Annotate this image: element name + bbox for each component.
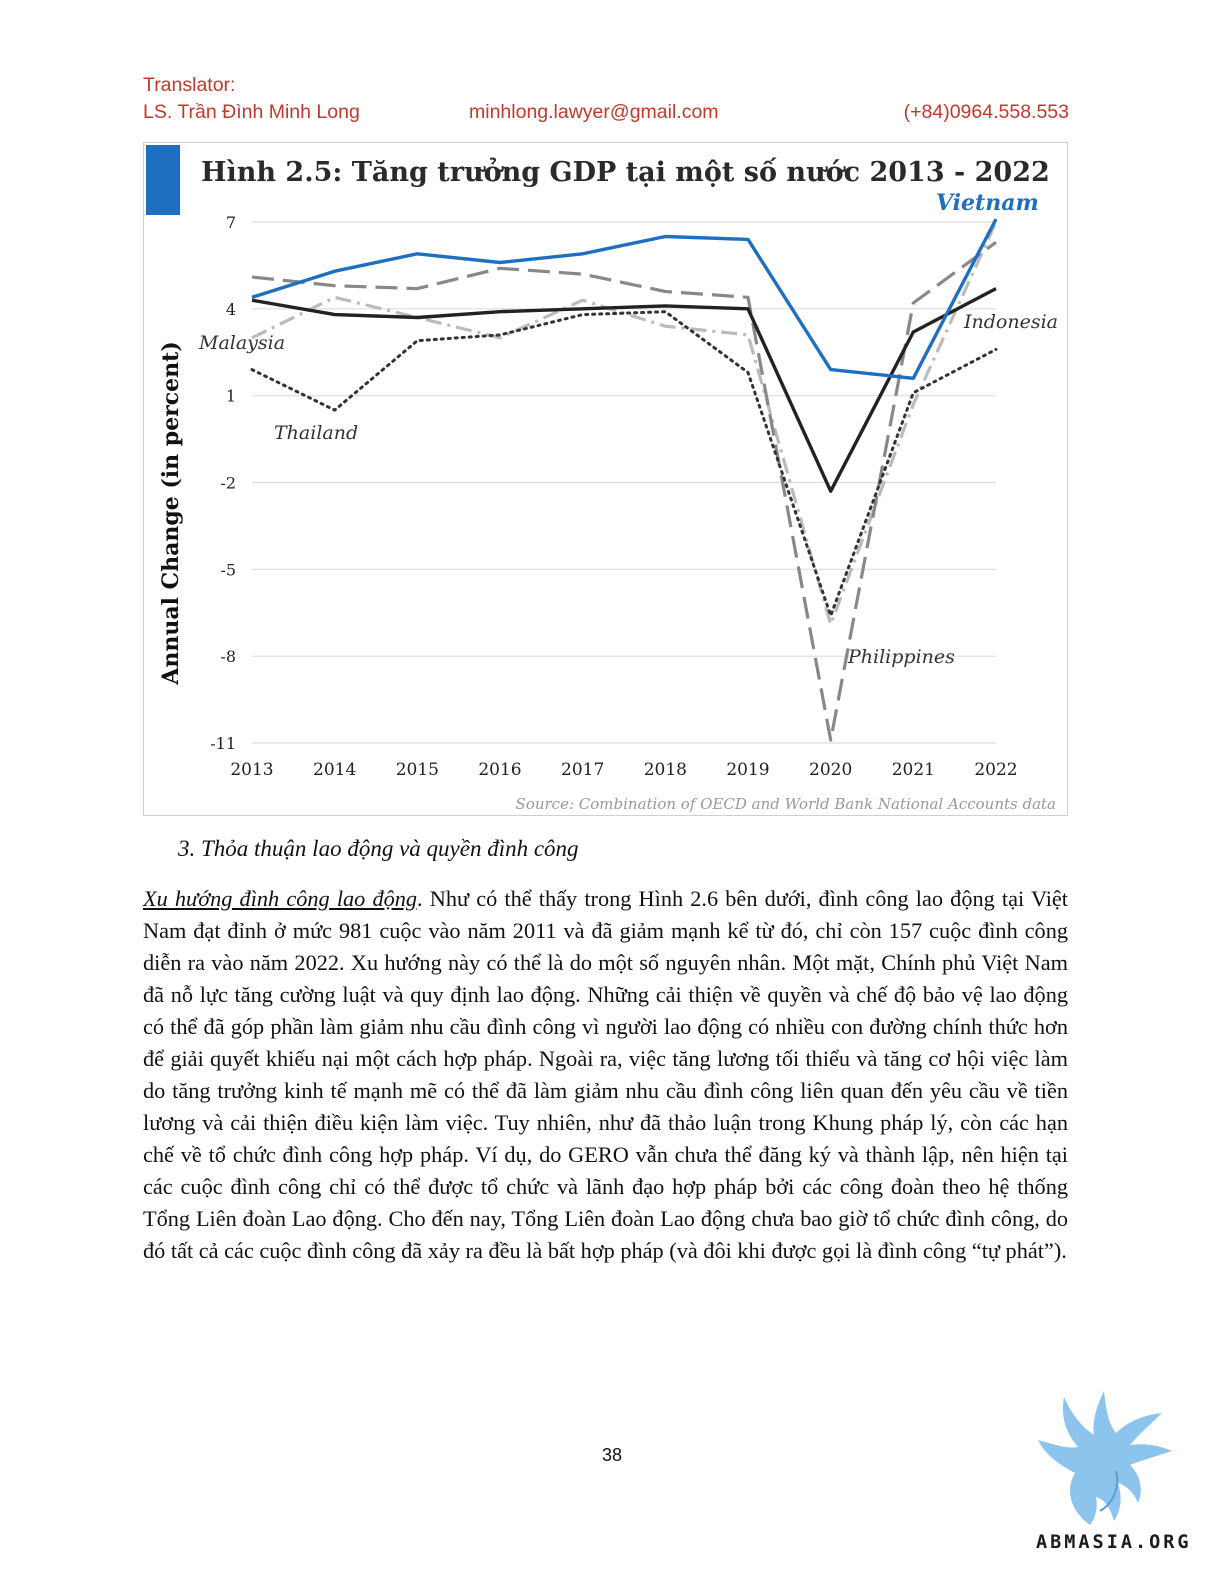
y-tick-label: 1 <box>226 387 236 406</box>
series-line-thailand <box>250 310 998 618</box>
page-number: 38 <box>601 1445 623 1465</box>
source-note: Source: Combination of OECD and World Ba… <box>516 795 1056 813</box>
x-tick-label: 2014 <box>313 760 356 780</box>
x-tick-label: 2019 <box>726 760 769 780</box>
x-tick-label: 2017 <box>561 760 604 780</box>
y-tick-label: -2 <box>220 474 236 493</box>
series-label-philippines: Philippines <box>847 646 955 668</box>
translator-name: LS. Trần Đình Minh Long <box>143 101 360 123</box>
body-paragraph: Xu hướng đình công lao động. Như có thể … <box>143 883 1068 1267</box>
paragraph-lead: Xu hướng đình công lao động <box>143 886 418 911</box>
y-tick-label: -5 <box>220 560 236 579</box>
y-ticks: 7 4 1 -2 -5 -8 -11 <box>210 213 236 753</box>
y-axis-label: Annual Change (in percent) <box>158 341 184 685</box>
logo-text: ABMASIA.ORG <box>1036 1532 1192 1553</box>
griffin-logo-icon <box>1038 1391 1172 1525</box>
section-heading: 3. Thỏa thuận lao động và quyền đình côn… <box>178 836 579 861</box>
translator-phone: (+84)0964.558.553 <box>903 101 1069 123</box>
gdp-growth-chart: Hình 2.5: Tăng trưởng GDP tại một số nướ… <box>146 145 1058 813</box>
series-line-philippines <box>251 241 997 742</box>
series-line-indonesia <box>251 287 997 493</box>
y-tick-label: -8 <box>220 647 236 666</box>
x-tick-label: 2013 <box>230 760 273 780</box>
x-tick-label: 2018 <box>644 760 687 780</box>
y-tick-label: -11 <box>210 734 236 753</box>
x-tick-label: 2022 <box>974 760 1017 780</box>
paragraph-body: . Như có thể thấy trong Hình 2.6 bên dướ… <box>143 886 1068 1263</box>
x-tick-label: 2015 <box>396 760 439 780</box>
series-layer: Vietnam Indonesia Philippines Malaysia Thail… <box>198 190 1058 742</box>
chart-title: Hình 2.5: Tăng trưởng GDP tại một số nướ… <box>201 156 1050 188</box>
translator-email[interactable]: minhlong.lawyer@gmail.com <box>469 101 719 123</box>
title-accent-bar <box>146 145 180 215</box>
series-label-vietnam: Vietnam <box>936 190 1039 216</box>
series-label-indonesia: Indonesia <box>963 311 1058 333</box>
x-tick-label: 2020 <box>809 760 852 780</box>
x-tick-label: 2016 <box>478 760 521 780</box>
x-tick-label: 2021 <box>892 760 935 780</box>
series-line-vietnam <box>251 218 998 381</box>
x-ticks: 2013 2014 2015 2016 2017 2018 2019 2020 2021 2022 <box>230 760 1017 780</box>
series-label-thailand: Thailand <box>274 422 358 444</box>
y-tick-label: 7 <box>226 213 236 232</box>
y-tick-label: 4 <box>226 300 236 319</box>
series-label-malaysia: Malaysia <box>198 332 285 354</box>
gdp-growth-figure: Hình 2.5: Tăng trưởng GDP tại một số nướ… <box>143 142 1068 816</box>
translator-label: Translator: <box>143 74 236 96</box>
